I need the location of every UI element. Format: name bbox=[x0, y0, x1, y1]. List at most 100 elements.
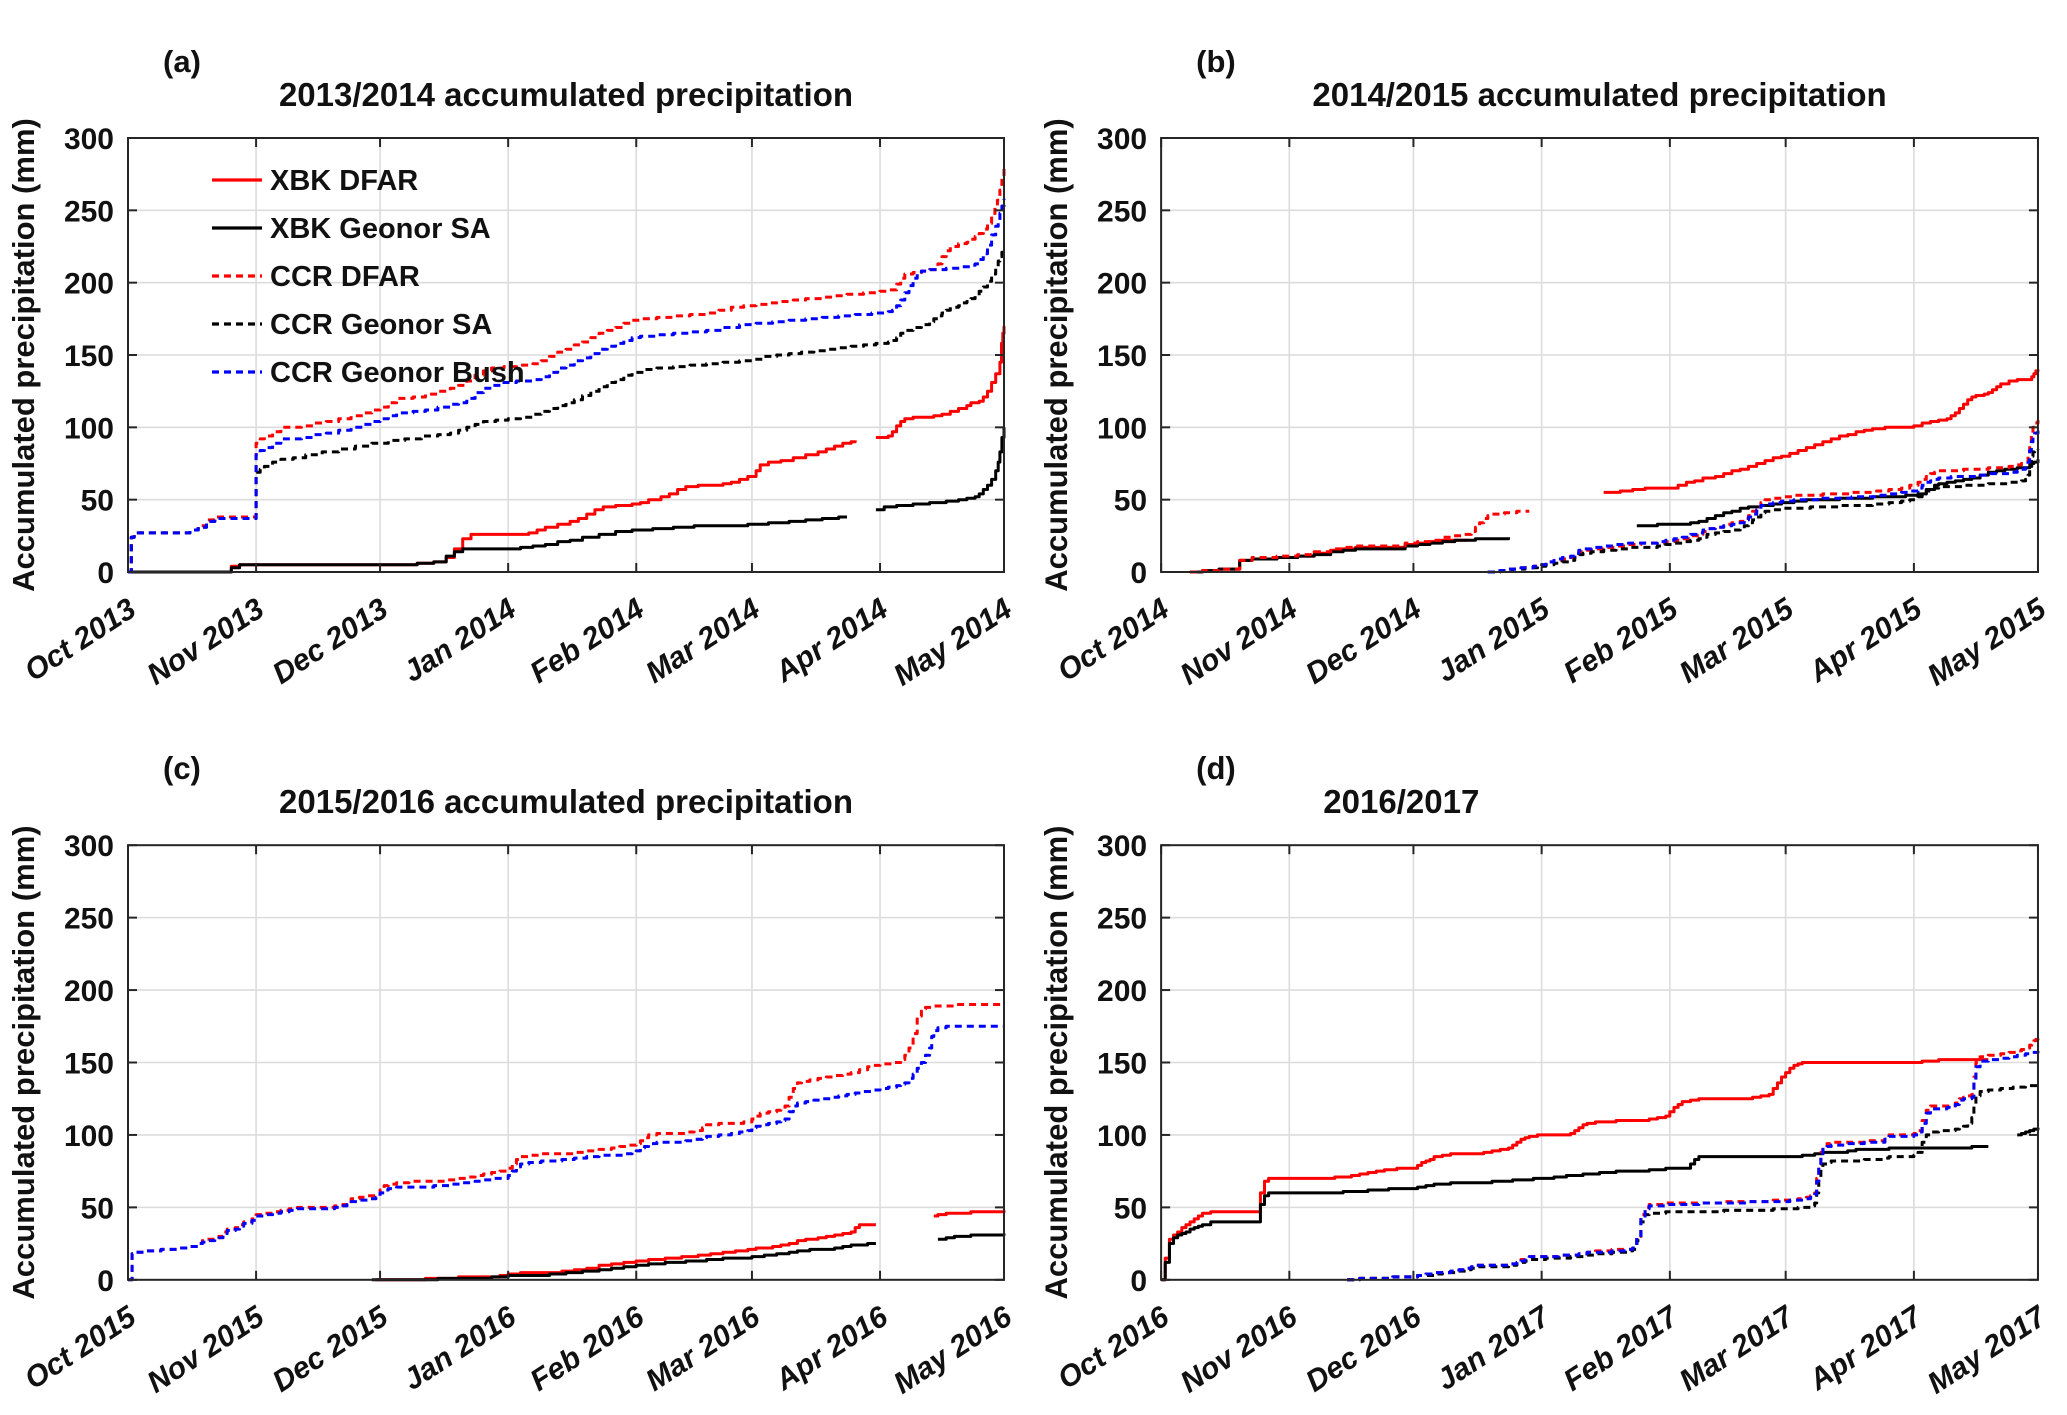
y-tick-label: 200 bbox=[64, 975, 114, 1008]
x-tick-label: Mar 2017 bbox=[1674, 1299, 1801, 1397]
y-tick-label: 300 bbox=[1097, 830, 1147, 863]
series-xbk-dfar-segment-2 bbox=[875, 326, 1006, 439]
y-tick-label: 100 bbox=[1097, 412, 1147, 445]
x-tick-label: Dec 2013 bbox=[267, 592, 394, 691]
x-tick-label: May 2016 bbox=[888, 1300, 1018, 1401]
x-tick-label: Feb 2014 bbox=[524, 592, 650, 690]
series-ccr-geonor-bush bbox=[128, 198, 1006, 574]
series-ccr-geonor-bush bbox=[1487, 430, 2040, 574]
y-tick-label: 200 bbox=[64, 268, 114, 301]
x-tick-label: Dec 2014 bbox=[1300, 592, 1427, 691]
legend-label: XBK DFAR bbox=[270, 165, 418, 197]
legend-label: XBK Geonor SA bbox=[270, 213, 491, 245]
x-tick-label: Oct 2013 bbox=[19, 592, 142, 688]
y-tick-label: 200 bbox=[1097, 975, 1147, 1008]
panel-letter: (d) bbox=[1196, 751, 1236, 786]
y-tick-label: 150 bbox=[64, 340, 114, 373]
panel-letter: (c) bbox=[163, 751, 201, 786]
panel-title: 2013/2014 accumulated precipitation bbox=[279, 76, 853, 113]
x-tick-label: Dec 2016 bbox=[1300, 1300, 1427, 1399]
series-xbk-geonor-sa-segment-2 bbox=[937, 1233, 1006, 1241]
x-tick-label: Dec 2015 bbox=[267, 1299, 395, 1398]
x-tick-label: Apr 2014 bbox=[769, 592, 894, 689]
panel-title: 2016/2017 bbox=[1323, 783, 1479, 820]
panel-a: 0 50 100 150 200 250 300 Oct 2013 Nov 2013 Dec 20… bbox=[0, 0, 1033, 707]
series-ccr-dfar-segment-1 bbox=[1190, 509, 1530, 574]
series-xbk-dfar-segment-2 bbox=[933, 1210, 1006, 1218]
series-xbk-geonor-sa-segment-2 bbox=[2017, 1127, 2040, 1137]
series-ccr-geonor-sa bbox=[1347, 1084, 2040, 1282]
y-axis-label: Accumulated precipitation (mm) bbox=[6, 825, 41, 1299]
legend-label: CCR DFAR bbox=[270, 261, 420, 293]
panel-title: 2014/2015 accumulated precipitation bbox=[1312, 76, 1886, 113]
series-ccr-geonor-sa bbox=[128, 249, 1006, 574]
legend-label: CCR Geonor SA bbox=[270, 309, 492, 341]
y-tick-label: 250 bbox=[64, 195, 114, 228]
y-tick-label: 50 bbox=[1114, 1192, 1147, 1225]
x-tick-label: Jan 2016 bbox=[398, 1300, 523, 1397]
y-tick-label: 250 bbox=[1097, 903, 1147, 936]
series-xbk-dfar-segment-2 bbox=[1603, 369, 2040, 494]
y-tick-label: 200 bbox=[1097, 268, 1147, 301]
x-tick-label: Jan 2015 bbox=[1431, 591, 1556, 688]
series-xbk-geonor-sa-segment-1 bbox=[128, 515, 847, 574]
panel-c: 0 50 100 150 200 250 300 Oct 2015 Nov 2015 Dec 20… bbox=[0, 707, 1033, 1415]
y-tick-label: 0 bbox=[97, 557, 114, 590]
series-xbk-geonor-sa-segment-2 bbox=[875, 427, 1006, 512]
legend-label: CCR Geonor Bush bbox=[270, 357, 525, 389]
y-tick-label: 100 bbox=[64, 412, 114, 445]
x-tick-label: Nov 2013 bbox=[141, 592, 270, 692]
panel-d: 0 50 100 150 200 250 300 Oct 2016 Nov 2016 Dec 20… bbox=[1033, 707, 2067, 1415]
y-axis-label: Accumulated precipitation (mm) bbox=[1039, 118, 1074, 591]
panel-title: 2015/2016 accumulated precipitation bbox=[279, 783, 853, 820]
y-tick-label: 150 bbox=[1097, 340, 1147, 373]
y-tick-label: 250 bbox=[1097, 195, 1147, 228]
x-tick-label: Jan 2014 bbox=[398, 592, 523, 689]
x-tick-label: Apr 2016 bbox=[769, 1300, 894, 1398]
panel-letter: (b) bbox=[1196, 44, 1236, 79]
y-tick-label: 0 bbox=[1130, 1265, 1147, 1298]
x-tick-label: May 2015 bbox=[1922, 591, 2053, 692]
y-tick-label: 300 bbox=[1097, 123, 1147, 156]
x-tick-label: May 2014 bbox=[888, 592, 1018, 693]
y-tick-label: 0 bbox=[1130, 557, 1147, 590]
x-tick-label: Oct 2015 bbox=[19, 1299, 143, 1396]
y-tick-label: 250 bbox=[64, 903, 114, 936]
x-tick-label: Feb 2015 bbox=[1558, 591, 1685, 689]
y-tick-label: 0 bbox=[97, 1265, 114, 1298]
y-tick-label: 50 bbox=[81, 485, 114, 518]
x-tick-label: Oct 2016 bbox=[1052, 1300, 1175, 1396]
series-ccr-geonor-bush bbox=[1347, 1050, 2040, 1282]
x-tick-label: Apr 2017 bbox=[1803, 1299, 1929, 1397]
series-xbk-dfar-segment-1 bbox=[375, 1223, 876, 1282]
x-tick-label: Apr 2015 bbox=[1803, 591, 1929, 689]
y-axis-label: Accumulated precipitation (mm) bbox=[1039, 825, 1074, 1299]
y-tick-label: 50 bbox=[81, 1192, 114, 1225]
x-tick-label: Mar 2014 bbox=[640, 592, 766, 690]
panel-letter: (a) bbox=[163, 44, 201, 79]
series-xbk-dfar-segment-1 bbox=[128, 440, 857, 574]
series-xbk-geonor-sa-segment-1 bbox=[371, 1242, 876, 1282]
x-tick-label: Jan 2017 bbox=[1431, 1299, 1556, 1396]
x-tick-label: Feb 2016 bbox=[524, 1300, 650, 1398]
y-tick-label: 300 bbox=[64, 830, 114, 863]
x-tick-label: Oct 2014 bbox=[1052, 592, 1175, 688]
x-tick-label: Feb 2017 bbox=[1558, 1299, 1685, 1397]
series-xbk-geonor-sa-segment-1 bbox=[1161, 1145, 1989, 1282]
y-tick-label: 50 bbox=[1114, 485, 1147, 518]
y-tick-label: 150 bbox=[1097, 1048, 1147, 1081]
x-tick-label: Mar 2015 bbox=[1674, 591, 1801, 689]
y-axis-label: Accumulated precipitation (mm) bbox=[6, 118, 41, 592]
x-tick-label: May 2017 bbox=[1922, 1299, 2053, 1400]
y-tick-label: 150 bbox=[64, 1047, 114, 1080]
series-xbk-geonor-sa-segment-2 bbox=[1636, 459, 2040, 528]
x-tick-label: Nov 2015 bbox=[141, 1299, 271, 1399]
y-tick-label: 100 bbox=[1097, 1120, 1147, 1153]
legend: XBK DFAR XBK Geonor SA CCR DFAR CCR Geonor … bbox=[212, 165, 525, 389]
panel-b: 0 50 100 150 200 250 300 Oct 2014 Nov 2014 Dec 20… bbox=[1033, 0, 2067, 707]
